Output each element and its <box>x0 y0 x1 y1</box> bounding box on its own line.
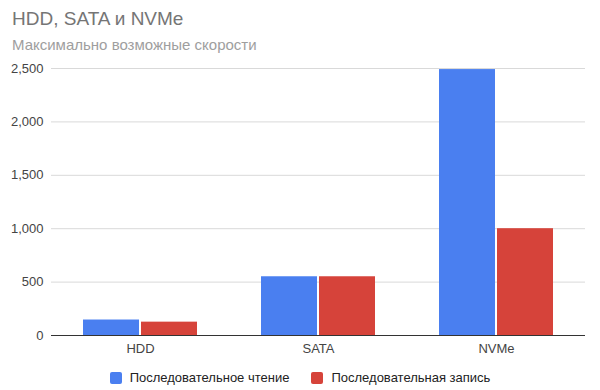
html-text:Последовательная запись: Последовательная запись <box>331 370 491 385</box>
html-text:Последовательное чтение: Последовательное чтение <box>129 370 290 385</box>
svg-text:2,000: 2,000 <box>11 114 44 129</box>
svg-text:NVMe: NVMe <box>478 341 514 356</box>
svg-text:1,000: 1,000 <box>11 221 44 236</box>
svg-text:1,500: 1,500 <box>11 167 44 182</box>
svg-text:500: 500 <box>22 274 44 289</box>
html-text:Максимально возможные скорости: Максимально возможные скорости <box>12 36 257 53</box>
svg-text:HDD: HDD <box>126 341 154 356</box>
svg-text:2,500: 2,500 <box>11 61 44 76</box>
html-text:HDD, SATA и NVMe: HDD, SATA и NVMe <box>12 8 184 29</box>
svg-text:0: 0 <box>36 328 43 343</box>
svg-text:SATA: SATA <box>302 341 334 356</box>
